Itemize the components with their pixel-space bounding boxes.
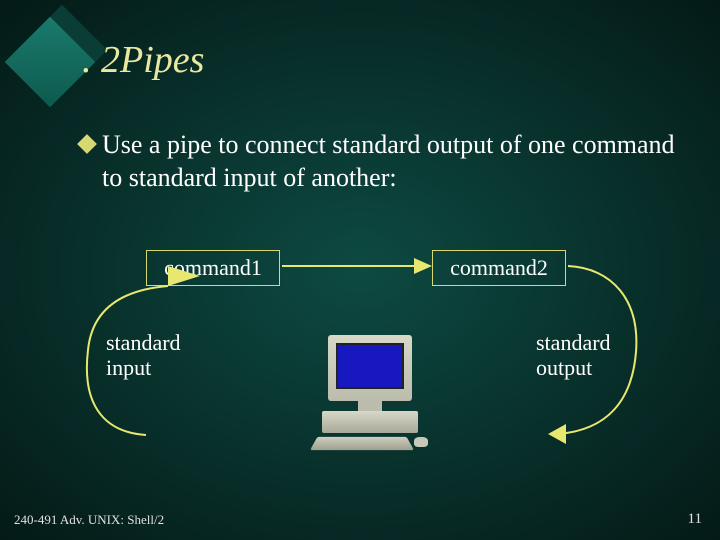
stdin-label-line2: input <box>106 355 151 380</box>
arrowhead-stdout <box>548 424 566 444</box>
command2-box: command2 <box>432 250 566 286</box>
computer-base <box>322 411 418 433</box>
arrowhead-middle <box>414 258 432 274</box>
footer-left: 240-491 Adv. UNIX: Shell/2 <box>14 512 164 528</box>
mouse <box>414 437 428 447</box>
stdin-label-line1: standard <box>106 330 181 355</box>
arrow-stdin-to-cmd1 <box>87 286 168 435</box>
stdin-label: standard input <box>106 330 181 381</box>
bullet-diamond-icon <box>77 134 97 154</box>
monitor-stand <box>358 399 382 411</box>
monitor <box>328 335 412 401</box>
arrow-cmd2-to-stdout <box>558 266 636 434</box>
stdout-label: standard output <box>536 330 611 381</box>
slide-title: . 2Pipes <box>82 38 204 82</box>
bullet-row: Use a pipe to connect standard output of… <box>80 128 680 195</box>
arrowhead-stdin <box>168 266 200 286</box>
computer-icon <box>310 335 430 455</box>
keyboard <box>310 437 414 450</box>
stdout-label-line2: output <box>536 355 592 380</box>
bullet-text: Use a pipe to connect standard output of… <box>102 128 680 195</box>
stdout-label-line1: standard <box>536 330 611 355</box>
page-number: 11 <box>688 511 702 528</box>
screen <box>336 343 404 389</box>
command1-box: command1 <box>146 250 280 286</box>
